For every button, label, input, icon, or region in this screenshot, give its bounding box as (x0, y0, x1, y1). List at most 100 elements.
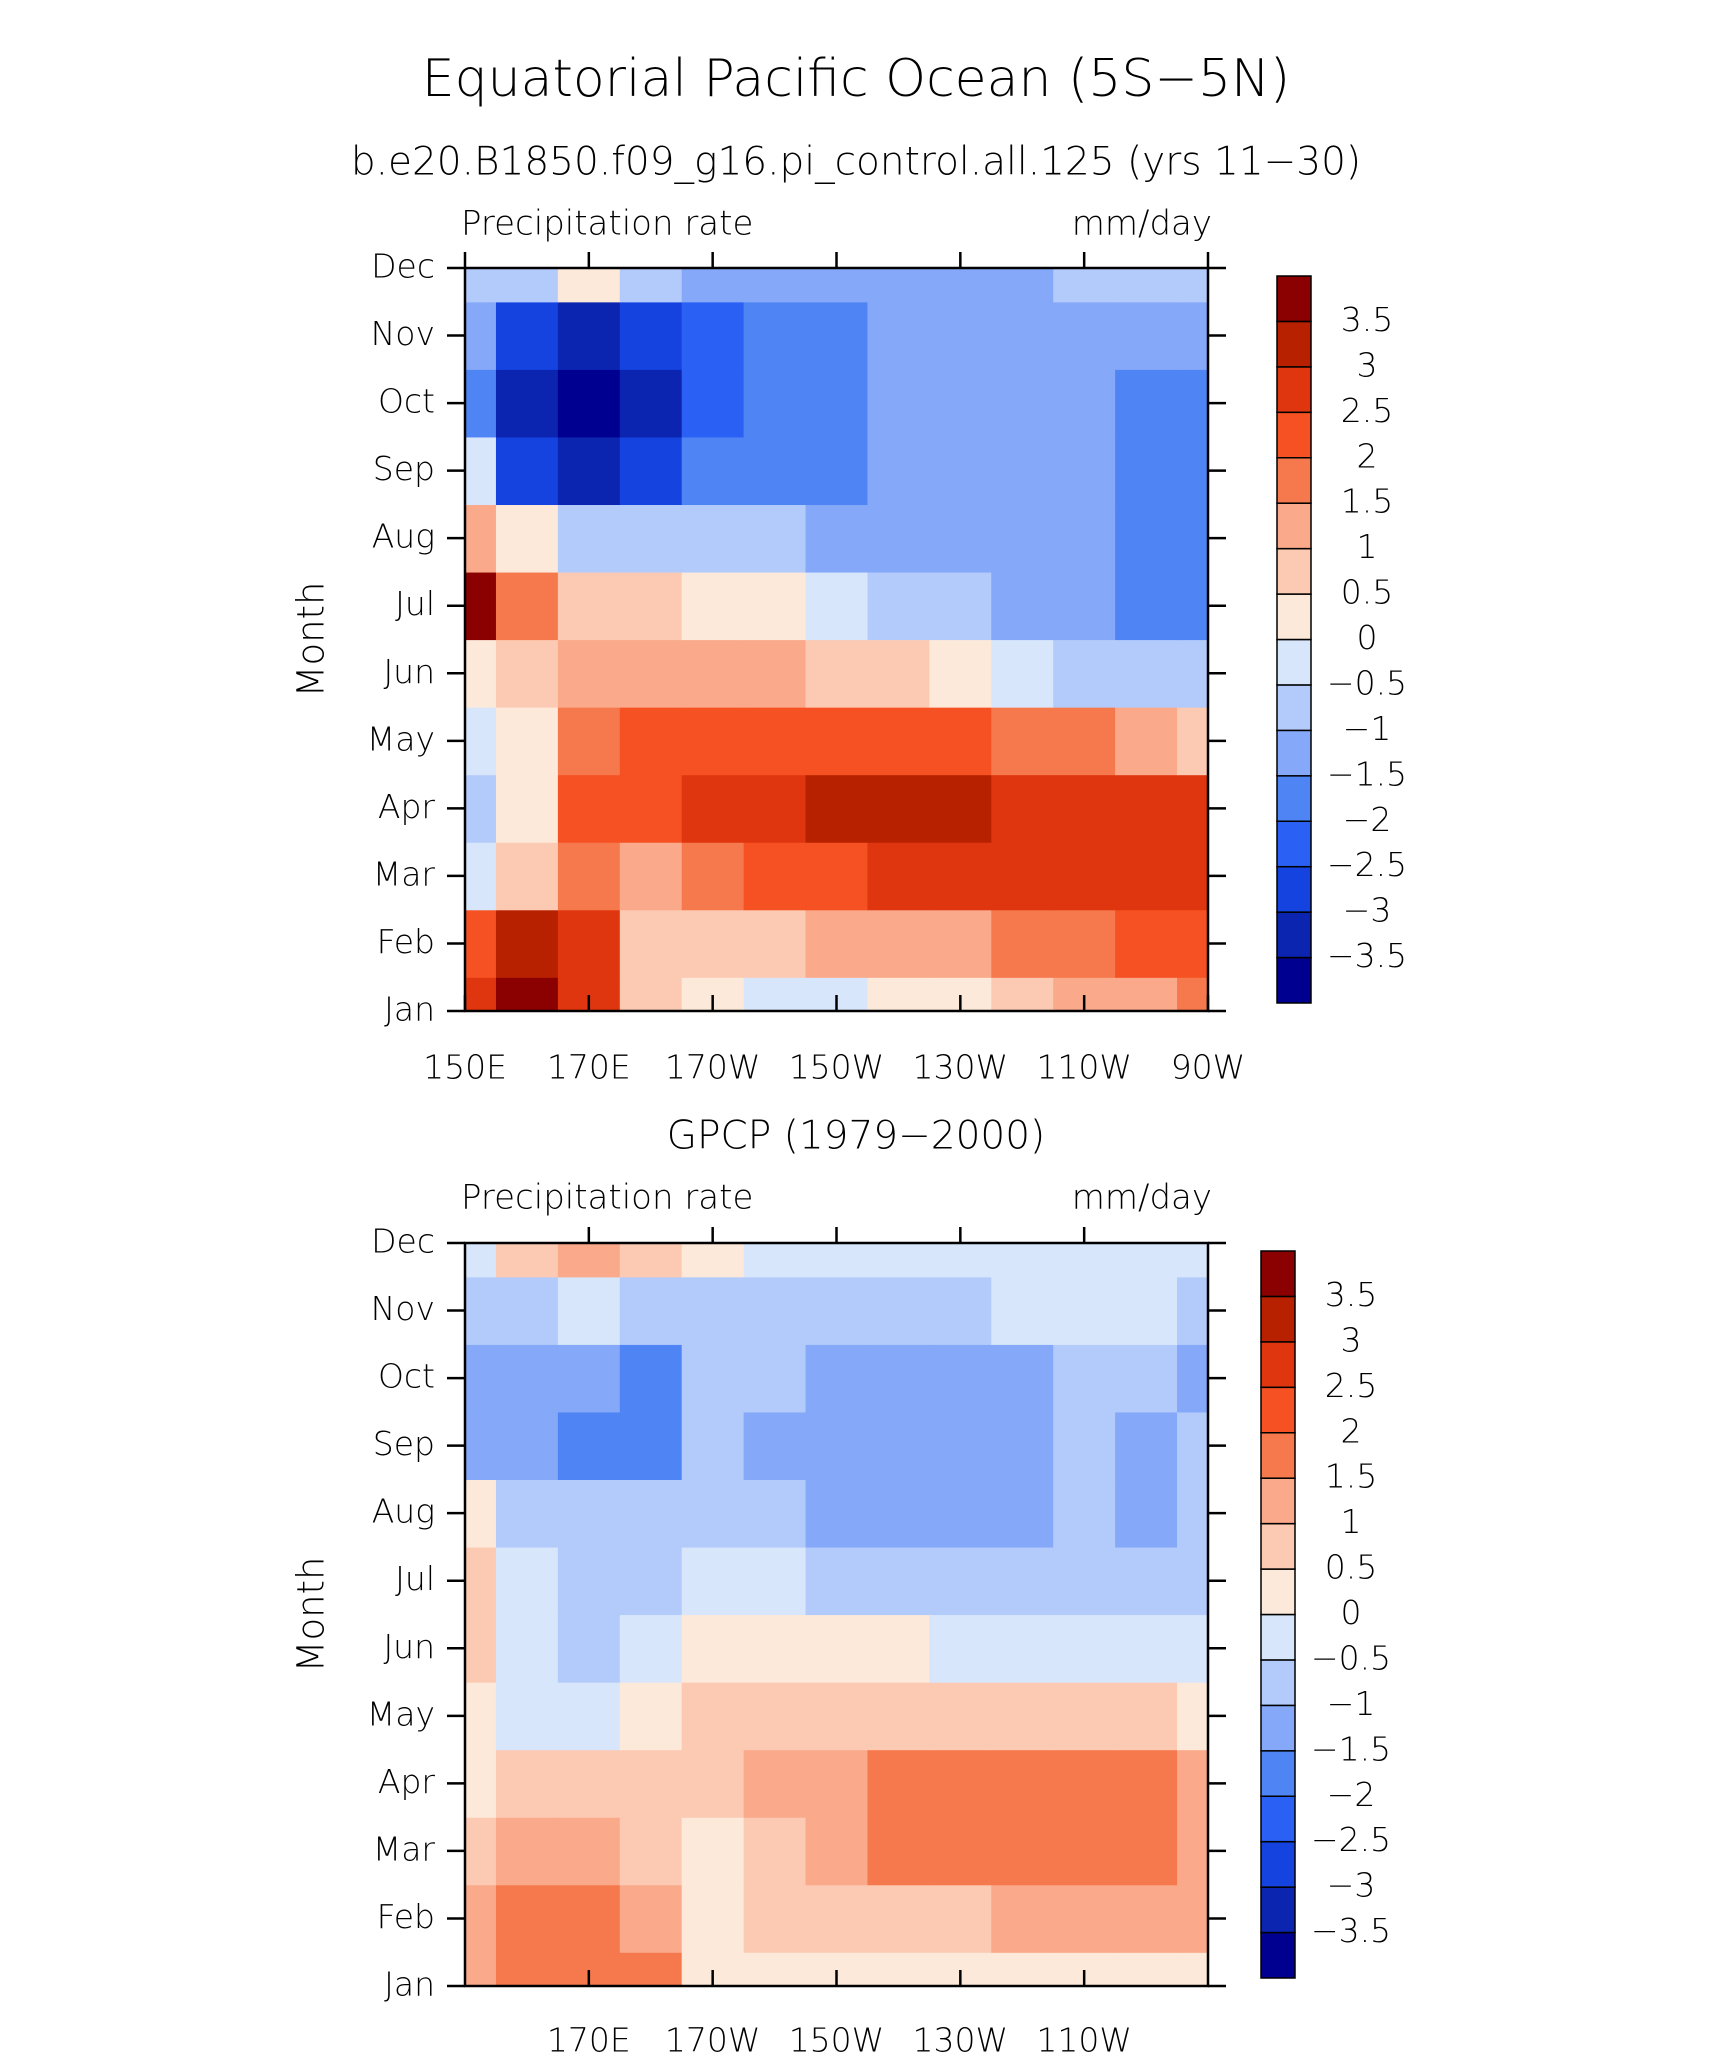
y-tick-label: May (367, 719, 435, 758)
contour-cell (929, 1749, 992, 1818)
contour-cell (867, 436, 930, 506)
y-tick-label: Apr (378, 787, 436, 826)
x-tick-label: 130W (913, 2021, 1009, 2059)
colorbar-box (1260, 1522, 1296, 1570)
contour-cell (557, 842, 621, 911)
contour-cell (991, 369, 1054, 438)
contour-cell (557, 639, 621, 708)
colorbar-label: −0.5 (1327, 663, 1407, 702)
colorbar-label: −1 (1327, 1684, 1376, 1723)
contour-cell (1177, 1411, 1208, 1481)
colorbar-label: 3.5 (1341, 300, 1393, 339)
contour-cell (557, 707, 621, 776)
contour-cell (495, 1411, 559, 1481)
contour-cell (619, 369, 683, 438)
colorbar-box (1260, 1886, 1296, 1934)
contour-cell (1177, 1749, 1208, 1818)
contour-cell (991, 301, 1054, 370)
contour-cell (495, 1749, 559, 1818)
contour-cell (619, 1884, 683, 1953)
contour-cell (805, 268, 869, 303)
contour-cell (1115, 369, 1178, 438)
contour-cell (465, 1243, 497, 1278)
contour-cell (929, 707, 992, 776)
chart-title: GPCP (1979−2000) (667, 1114, 1046, 1159)
contour-cell (495, 268, 559, 303)
contour-cell (929, 268, 992, 303)
contour-cell (465, 774, 497, 843)
contour-field (465, 268, 1208, 1011)
contour-cell (465, 1884, 497, 1953)
contour-cell (991, 977, 1054, 1011)
y-tick-label: Jan (384, 1965, 435, 2004)
contour-cell (1053, 909, 1116, 978)
contour-cell (1115, 301, 1178, 370)
contour-cell (557, 369, 621, 438)
contour-cell (991, 707, 1054, 776)
x-tick-label: 90W (1171, 1048, 1246, 1087)
contour-cell (929, 1682, 992, 1751)
contour-cell (681, 1479, 745, 1548)
y-tick-label: Dec (371, 1222, 435, 1261)
contour-cell (681, 504, 745, 573)
contour-cell (929, 1546, 992, 1616)
contour-cell (619, 1479, 683, 1548)
contour-cell (1115, 1276, 1178, 1345)
x-tick-label: 170E (547, 2021, 631, 2059)
contour-cell (465, 1817, 497, 1886)
contour-cell (867, 1749, 930, 1818)
contour-cell (1115, 842, 1178, 911)
x-tick-label: 130W (913, 1048, 1009, 1087)
colorbar-label: −3.5 (1327, 936, 1407, 975)
contour-cell (1177, 1546, 1208, 1616)
contour-cell (929, 842, 992, 911)
contour-cell (619, 842, 683, 911)
contour-cell (867, 369, 930, 438)
colorbar-box (1276, 775, 1312, 822)
contour-cell (465, 707, 497, 776)
contour-cell (465, 1344, 497, 1413)
contour-cell (1115, 909, 1178, 978)
contour-cell (805, 707, 869, 776)
contour-cell (991, 1749, 1054, 1818)
contour-cell (929, 301, 992, 370)
contour-cell (619, 571, 683, 641)
contour-cell (805, 1344, 869, 1413)
contour-cell (929, 909, 992, 978)
colorbar-label: 3 (1341, 1320, 1362, 1359)
contour-cell (681, 369, 745, 438)
contour-cell (929, 1344, 992, 1413)
contour-cell (867, 571, 930, 641)
colorbar-label: −0.5 (1311, 1638, 1391, 1677)
colorbar-label: 3 (1357, 345, 1378, 384)
contour-cell (1115, 571, 1178, 641)
contour-cell (681, 1817, 745, 1886)
colorbar-box (1276, 411, 1312, 459)
contour-cell (557, 1749, 621, 1818)
colorbar-box (1276, 684, 1312, 732)
contour-cell (1115, 1884, 1178, 1953)
contour-cell (805, 639, 869, 708)
contour-cell (1177, 909, 1208, 978)
contour-cell (557, 436, 621, 506)
contour-cell (805, 842, 869, 911)
contour-cell (805, 1817, 869, 1886)
contour-cell (929, 436, 992, 506)
contour-cell (1177, 504, 1208, 573)
contour-cell (619, 1817, 683, 1886)
contour-cell (681, 639, 745, 708)
contour-cell (867, 774, 930, 843)
contour-cell (743, 369, 807, 438)
contour-cell (1177, 1884, 1208, 1953)
colorbar-box (1260, 1613, 1296, 1661)
contour-cell (1177, 1276, 1208, 1345)
contour-cell (495, 1546, 559, 1616)
contour-cell (743, 1344, 807, 1413)
contour-cell (1115, 1682, 1178, 1751)
colorbar-label: −1.5 (1327, 754, 1407, 793)
colorbar-box (1260, 1432, 1296, 1479)
colorbar-label: 2 (1357, 436, 1378, 475)
contour-cell (991, 1952, 1054, 1986)
